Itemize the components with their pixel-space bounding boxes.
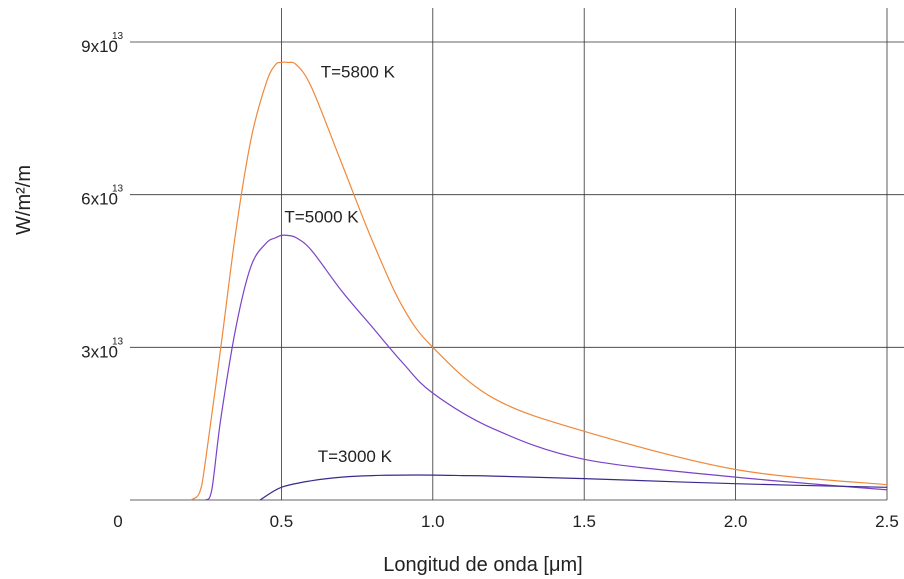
- y-tick-exponent: 13: [112, 336, 124, 347]
- y-tick-label: 6x10: [81, 190, 118, 209]
- curve-annotations: T=5800 K T=5000 K T=3000 K: [284, 63, 395, 466]
- x-axis-label: Longitud de onda [μm]: [383, 554, 582, 576]
- curve-label: T=5800 K: [321, 63, 396, 82]
- x-tick-labels: 0 0.5 1.0 1.5 2.0 2.5: [113, 512, 899, 531]
- x-tick-label: 2.5: [875, 512, 899, 531]
- y-tick-label: 9x10: [81, 37, 118, 56]
- x-tick-label: 0: [113, 512, 122, 531]
- y-axis-label: W/m²/m: [13, 165, 35, 235]
- x-tick-label: 0.5: [270, 512, 294, 531]
- x-tick-label: 1.5: [572, 512, 596, 531]
- curves: [190, 61, 888, 501]
- y-tick-exponent: 13: [112, 31, 124, 42]
- series-line-5800k: [190, 61, 888, 501]
- y-tick-exponent: 13: [112, 184, 124, 195]
- x-tick-label: 2.0: [724, 512, 748, 531]
- curve-label: T=3000 K: [318, 447, 393, 466]
- series-line-5000k: [205, 234, 888, 501]
- series-line-3000k: [259, 474, 888, 501]
- x-tick-label: 1.0: [421, 512, 445, 531]
- y-tick-label: 3x10: [81, 342, 118, 361]
- curve-label: T=5000 K: [284, 208, 359, 227]
- grid: [130, 8, 904, 501]
